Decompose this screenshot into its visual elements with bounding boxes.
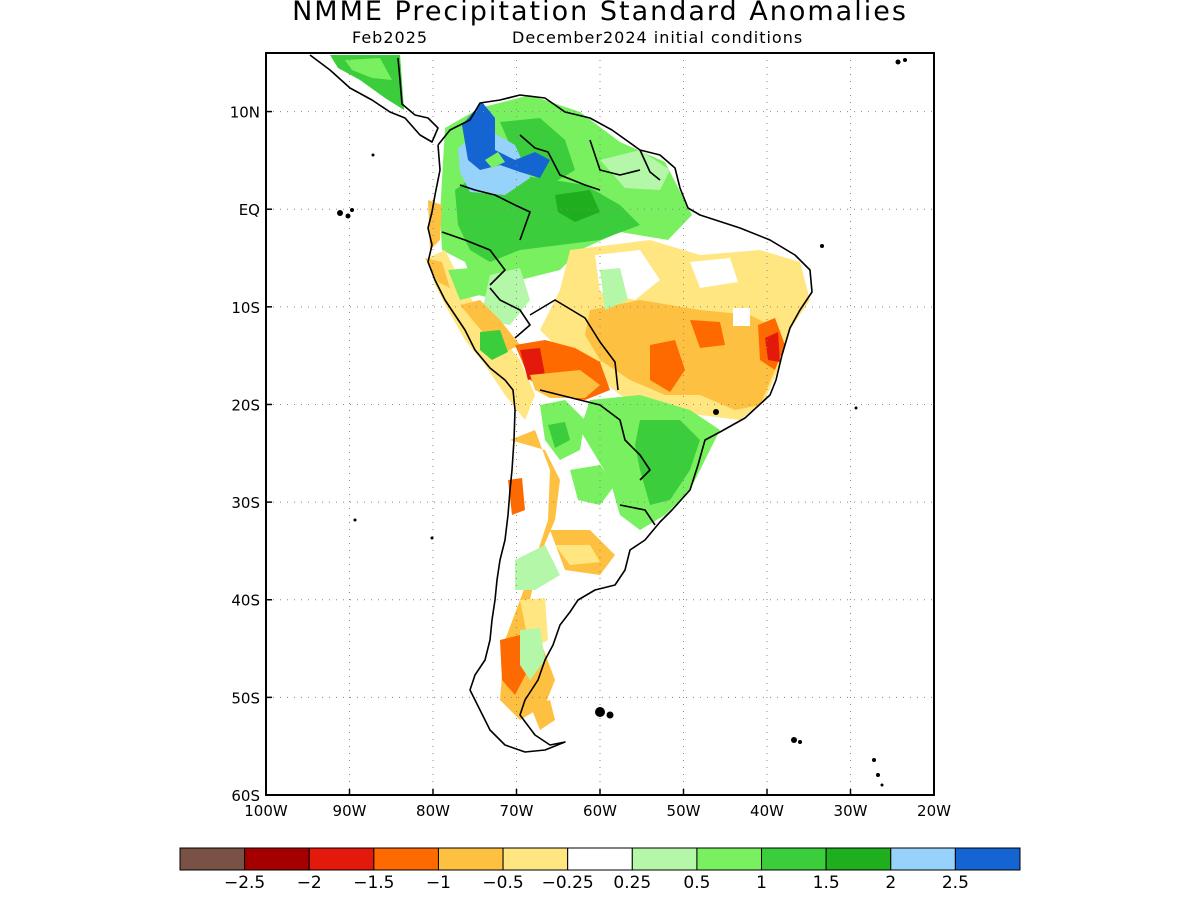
legend-swatch (308, 847, 375, 871)
legend-label: 1.5 (813, 873, 840, 893)
lat-tick-label: EQ (239, 201, 260, 219)
color-legend: −2.5 −2 −1.5 −1 −0.5 −0.25 0.25 0.5 1 1.5 2 2.5 (179, 847, 1021, 893)
lon-tick-label: 60W (583, 802, 617, 820)
longitude-axis: 100W 90W 80W 70W 60W 50W 40W 30W 20W (244, 789, 951, 820)
map-title: NMME Precipitation Standard Anomalies (292, 0, 908, 27)
legend-label: −0.5 (482, 873, 523, 893)
graticule (266, 53, 934, 795)
initial-conditions-label: December2024 initial conditions (512, 28, 804, 47)
lon-tick-label: 100W (244, 802, 288, 820)
target-month-label: Feb2025 (352, 28, 429, 47)
lon-tick-label: 80W (416, 802, 450, 820)
legend-swatch (437, 847, 504, 871)
legend-label: −0.25 (542, 873, 594, 893)
legend-swatch (825, 847, 892, 871)
lat-tick-label: 40S (231, 592, 260, 610)
lon-tick-label: 30W (834, 802, 868, 820)
lat-tick-label: 10S (231, 299, 260, 317)
legend-swatch (244, 847, 310, 871)
legend-label: 2.5 (942, 873, 969, 893)
legend-swatch (179, 847, 246, 871)
lon-tick-label: 40W (750, 802, 784, 820)
lon-tick-label: 90W (333, 802, 367, 820)
latitude-axis: 10N EQ 10S 20S 30S 40S 50S 60S (230, 104, 272, 805)
legend-swatch (890, 847, 956, 871)
coastlines (309, 54, 813, 753)
lon-tick-label: 50W (667, 802, 701, 820)
legend-label: 1 (756, 873, 767, 893)
legend-swatch (567, 847, 633, 871)
legend-swatch (696, 847, 763, 871)
legend-label: 2 (885, 873, 896, 893)
lat-tick-label: 50S (231, 689, 260, 707)
legend-swatch (502, 847, 569, 871)
legend-swatch (761, 847, 827, 871)
legend-label: −1.5 (353, 873, 394, 893)
legend-label: −2.5 (224, 873, 265, 893)
legend-swatch (373, 847, 439, 871)
lon-tick-label: 70W (500, 802, 534, 820)
lat-tick-label: 20S (231, 396, 260, 414)
lon-tick-label: 20W (917, 802, 951, 820)
legend-label: 0.5 (683, 873, 710, 893)
anomaly-field (330, 55, 810, 730)
legend-swatch (954, 847, 1021, 871)
islands (337, 58, 907, 787)
legend-label: −2 (297, 873, 322, 893)
legend-label: 0.25 (613, 873, 651, 893)
lat-tick-label: 10N (230, 104, 260, 122)
lat-tick-label: 30S (231, 494, 260, 512)
lat-tick-label: 60S (231, 787, 260, 805)
legend-swatch (631, 847, 698, 871)
legend-label: −1 (426, 873, 451, 893)
